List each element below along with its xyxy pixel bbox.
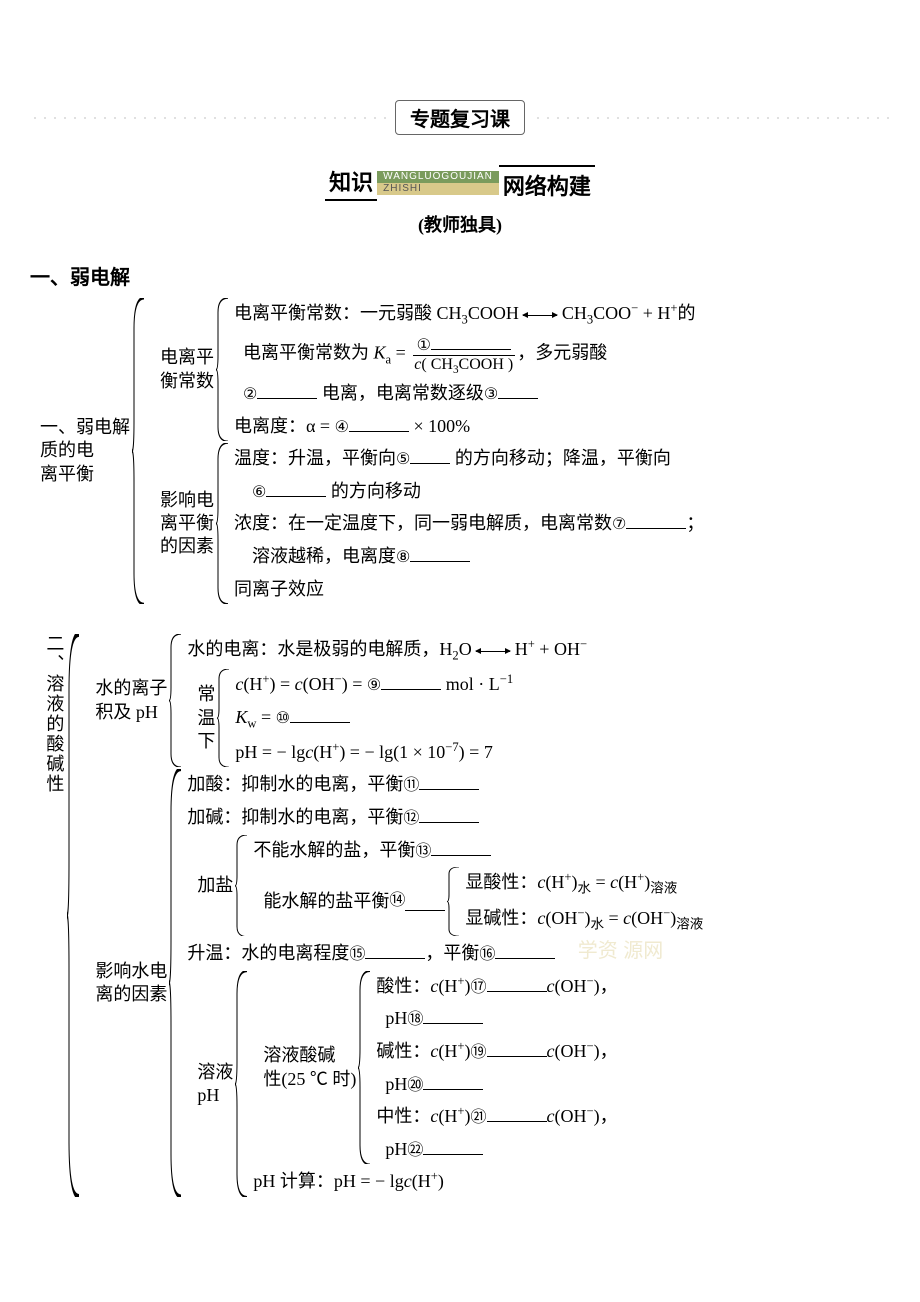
leaf: 显酸性：c(H+)水 = c(H+)溶液 [465, 867, 703, 901]
tree-2b-salt-sub: 能水解的盐平衡⑭ 显酸性：c(H+)水 = c(H+)溶液 显碱性：c(OH−)… [263, 867, 703, 936]
brace-icon [216, 298, 230, 441]
frac-den: c( CH3COOH ) [410, 356, 517, 377]
brace-icon [235, 971, 249, 1197]
tree-1b: 影响电 离平衡 的因素 温度：升温，平衡向⑤ 的方向移动；降温，平衡向 ⑥ 的方… [160, 443, 704, 604]
leaf: 溶液越稀，电离度⑧ [234, 541, 704, 572]
leaf: 温度：升温，平衡向⑤ 的方向移动；降温，平衡向 [234, 443, 704, 474]
dots-right [533, 116, 890, 120]
dots-left [30, 116, 387, 120]
leaf: Kw = ⑩ [235, 702, 513, 735]
leaf: 同离子效应 [234, 574, 704, 605]
tree-2b-salt: 加盐 不能水解的盐，平衡⑬ 能水解的盐平衡⑭ [197, 835, 703, 937]
subheader-right: 网络构建 [499, 165, 595, 201]
ph-label: 溶液 pH [197, 971, 235, 1197]
leaf: 酸性：c(H+)⑰c(OH−)， [376, 971, 617, 1002]
leaf: 浓度：在一定温度下，同一弱电解质，电离常数⑦； [234, 508, 704, 539]
leaf: ⑥ 的方向移动 [234, 476, 704, 507]
tree-2-root-label: 二、溶液的酸碱性 [40, 634, 67, 1197]
tree-2a-sub-label: 常 温 下 [197, 669, 217, 767]
leaf: 电离平衡常数为 Ka = ①c( CH3COOH )，多元弱酸 [234, 333, 696, 376]
leaf: pH⑳ [376, 1069, 617, 1100]
brace-icon [67, 634, 81, 1197]
ph-sub-label: 溶液酸碱 性(25 ℃ 时) [263, 971, 358, 1165]
tree-2b-ph-sub: 溶液酸碱 性(25 ℃ 时) 酸性：c(H+)⑰c(OH−)， pH⑱ 碱性：c… [263, 971, 617, 1165]
section-1-title: 一、弱电解 [30, 261, 890, 290]
tree-2b: 影响水电 离的因素 加酸：抑制水的电离，平衡⑪ 加碱：抑制水的电离，平衡⑫ 加盐… [95, 769, 703, 1197]
leaf: 加碱：抑制水的电离，平衡⑫ [187, 802, 703, 833]
pinyin-top: WANGLUOGOUJIAN [377, 171, 499, 183]
page: 专题复习课 知识 WANGLUOGOUJIAN ZHISHI 网络构建 (教师独… [0, 0, 920, 1237]
tree-1b-label: 影响电 离平衡 的因素 [160, 443, 216, 604]
brace-icon [169, 769, 183, 1197]
brace-icon [447, 867, 461, 936]
tree-1-root-label: 一、弱电解 质的电 离平衡 [40, 298, 132, 604]
tree-1: 一、弱电解 质的电 离平衡 电离平 衡常数 电离平衡常数：一元弱酸 CH3COO… [40, 298, 890, 604]
leaf: 中性：c(H+)㉑c(OH−)， [376, 1101, 617, 1132]
leaf: c(H+) = c(OH−) = ⑨ mol · L−1 [235, 669, 513, 700]
leaf: 显碱性：c(OH−)水 = c(OH−)溶液 [465, 903, 703, 937]
header-row: 专题复习课 [30, 100, 890, 135]
brace-icon [235, 835, 249, 937]
pinyin-bottom: ZHISHI [377, 183, 499, 195]
brace-icon [358, 971, 372, 1165]
leaf: pH㉒ [376, 1134, 617, 1165]
tree-2a-sub: 常 温 下 c(H+) = c(OH−) = ⑨ mol · L−1 Kw = … [197, 669, 587, 767]
leaf: 升温：水的电离程度⑮，平衡⑯ 学资 源网 [187, 938, 703, 969]
leaf: ② 电离，电离常数逐级③ [234, 378, 696, 409]
subheader-pinyin: WANGLUOGOUJIAN ZHISHI [377, 171, 499, 195]
leaf: pH = − lgc(H+) = − lg(1 × 10−7) = 7 [235, 737, 513, 768]
teacher-note: (教师独具) [30, 211, 890, 237]
leaf: 水的电离：水是极弱的电解质，H2O H+ + OH− [187, 634, 587, 667]
leaf: pH 计算：pH = − lgc(H+) [253, 1166, 617, 1197]
tree-2a: 水的离子 积及 pH 水的电离：水是极弱的电解质，H2O H+ + OH− 常 … [95, 634, 703, 767]
salt-sub-label: 能水解的盐平衡⑭ [263, 867, 447, 936]
tree-2: 二、溶液的酸碱性 水的离子 积及 pH 水的电离：水是极弱的电解质，H2O H+… [40, 634, 890, 1197]
leaf: 不能水解的盐，平衡⑬ [253, 835, 703, 866]
brace-icon [132, 298, 146, 604]
salt-label: 加盐 [197, 835, 235, 937]
tree-2b-ph: 溶液 pH 溶液酸碱 性(25 ℃ 时) 酸性：c(H [197, 971, 703, 1197]
watermark: 学资 源网 [578, 934, 664, 968]
leaf: pH⑱ [376, 1003, 617, 1034]
leaf: 加酸：抑制水的电离，平衡⑪ [187, 769, 703, 800]
leaf: 碱性：c(H+)⑲c(OH−)， [376, 1036, 617, 1067]
brace-icon [216, 443, 230, 604]
tree-1a: 电离平 衡常数 电离平衡常数：一元弱酸 CH3COOH CH3COO− + H+… [160, 298, 704, 441]
brace-icon [169, 634, 183, 767]
subheader-left: 知识 [325, 165, 377, 201]
subheader: 知识 WANGLUOGOUJIAN ZHISHI 网络构建 [30, 165, 890, 201]
tree-1a-label: 电离平 衡常数 [160, 298, 216, 441]
tree-2a-label: 水的离子 积及 pH [95, 634, 169, 767]
tree-2b-label: 影响水电 离的因素 [95, 769, 169, 1197]
leaf: 电离度：α = ④ × 100% [234, 411, 696, 442]
page-title: 专题复习课 [395, 100, 525, 135]
leaf: 电离平衡常数：一元弱酸 CH3COOH CH3COO− + H+的 [234, 298, 696, 331]
brace-icon [217, 669, 231, 767]
